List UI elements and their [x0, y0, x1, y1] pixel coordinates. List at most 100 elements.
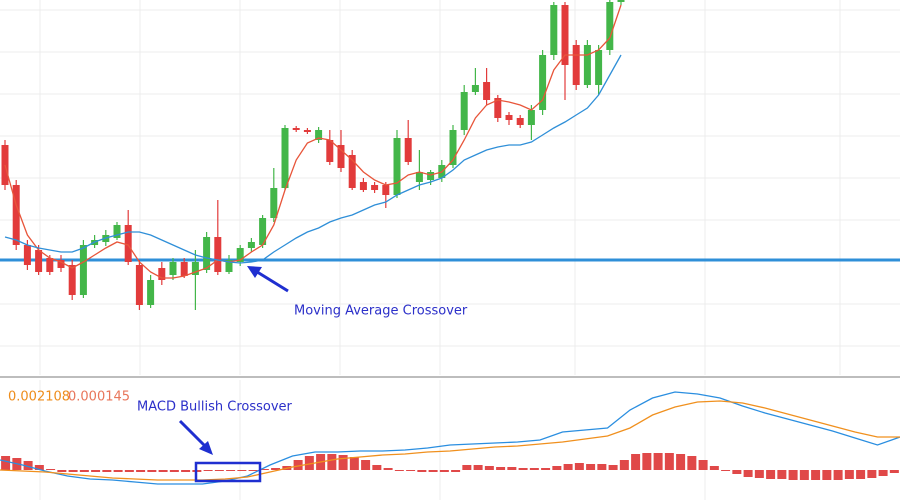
line [0, 400, 900, 481]
candle-body [449, 130, 457, 165]
histogram-bar [136, 470, 146, 472]
histogram-bar [293, 460, 303, 470]
readout: 0.000145 [68, 390, 130, 405]
histogram-bar [698, 460, 708, 470]
candle-body [483, 82, 491, 100]
histogram-bar [46, 469, 56, 470]
candle-body [68, 265, 76, 295]
readout: 0.002108 [8, 390, 70, 405]
candle-body [191, 262, 199, 275]
histogram-bar [822, 470, 832, 480]
candle-body [527, 110, 535, 125]
histogram-bar [878, 470, 888, 476]
candle-body [595, 50, 603, 85]
histogram-bar [226, 470, 236, 471]
histogram-bar [732, 470, 742, 474]
histogram-bar [214, 470, 224, 471]
histogram-bar [428, 470, 438, 472]
annotation: Moving Average Crossover [294, 304, 468, 319]
histogram-bar [79, 470, 89, 472]
candle-body [516, 118, 524, 125]
histogram-bar [754, 470, 764, 478]
histogram-bar [507, 467, 517, 470]
histogram-bar [259, 469, 269, 470]
candle-body [371, 185, 379, 190]
candle-body [539, 55, 547, 110]
candle-body [180, 262, 188, 276]
histogram-bar [563, 464, 573, 470]
histogram-bar [113, 470, 123, 472]
histogram-bar [642, 453, 652, 470]
candle-body [505, 115, 513, 120]
candle-body [35, 250, 43, 272]
candle-body [393, 138, 401, 195]
histogram-bar [406, 470, 416, 471]
histogram-bar [271, 468, 281, 470]
arrow-head [247, 266, 262, 278]
candle-body [471, 85, 479, 92]
candle-body [404, 138, 412, 162]
histogram-bar [518, 468, 528, 470]
histogram-bar [169, 470, 179, 472]
histogram-bar [889, 470, 899, 473]
histogram-bar [743, 470, 753, 477]
histogram-bar [721, 470, 731, 471]
histogram-bar [158, 470, 168, 472]
histogram-bar [608, 465, 618, 470]
line [4, 4, 622, 279]
histogram-bar [473, 465, 483, 470]
candle-body [292, 128, 300, 130]
histogram-bar [597, 464, 607, 470]
histogram-bar [529, 468, 539, 470]
histogram-bar [653, 453, 663, 470]
histogram-bar [338, 455, 348, 470]
histogram-bar [676, 454, 686, 470]
candle-body [113, 225, 121, 238]
histogram-bar [417, 470, 427, 472]
candle-body [415, 172, 423, 182]
histogram-bar [394, 470, 404, 471]
histogram-bar [799, 470, 809, 480]
histogram-bar [372, 465, 382, 470]
candle-body [326, 140, 334, 162]
arrow [253, 268, 289, 293]
histogram-bar [766, 470, 776, 479]
candle-body [158, 268, 166, 280]
histogram-bar [844, 470, 854, 479]
candle-body [337, 145, 345, 168]
histogram-bar [68, 470, 78, 472]
line [4, 54, 622, 264]
candle-body [203, 237, 211, 270]
candle-body [561, 5, 569, 65]
histogram-bar [833, 470, 843, 480]
candle-body [359, 182, 367, 190]
candle-body [79, 245, 87, 295]
highlight-box [194, 461, 262, 483]
histogram-bar [181, 470, 191, 472]
histogram-bar [327, 454, 337, 470]
candle-body [124, 225, 132, 262]
candle-body [281, 128, 289, 188]
histogram-bar [664, 453, 674, 470]
histogram-bar [631, 454, 641, 470]
histogram-bar [687, 456, 697, 470]
candle-body [315, 130, 323, 140]
histogram-bar [361, 460, 371, 470]
candle-body [303, 130, 311, 132]
histogram-bar [237, 470, 247, 471]
candle-body [382, 185, 390, 195]
candle-body [135, 265, 143, 305]
histogram-bar [484, 466, 494, 470]
histogram-bar [788, 470, 798, 480]
candle-body [147, 280, 155, 305]
candle-body [225, 260, 233, 272]
histogram-bar [57, 470, 67, 472]
candle-body [494, 98, 502, 118]
candle-body [12, 185, 20, 245]
candle-body [169, 262, 177, 275]
candle-body [270, 188, 278, 218]
arrow [178, 419, 209, 450]
candle-body [550, 5, 558, 55]
histogram-bar [102, 470, 112, 472]
